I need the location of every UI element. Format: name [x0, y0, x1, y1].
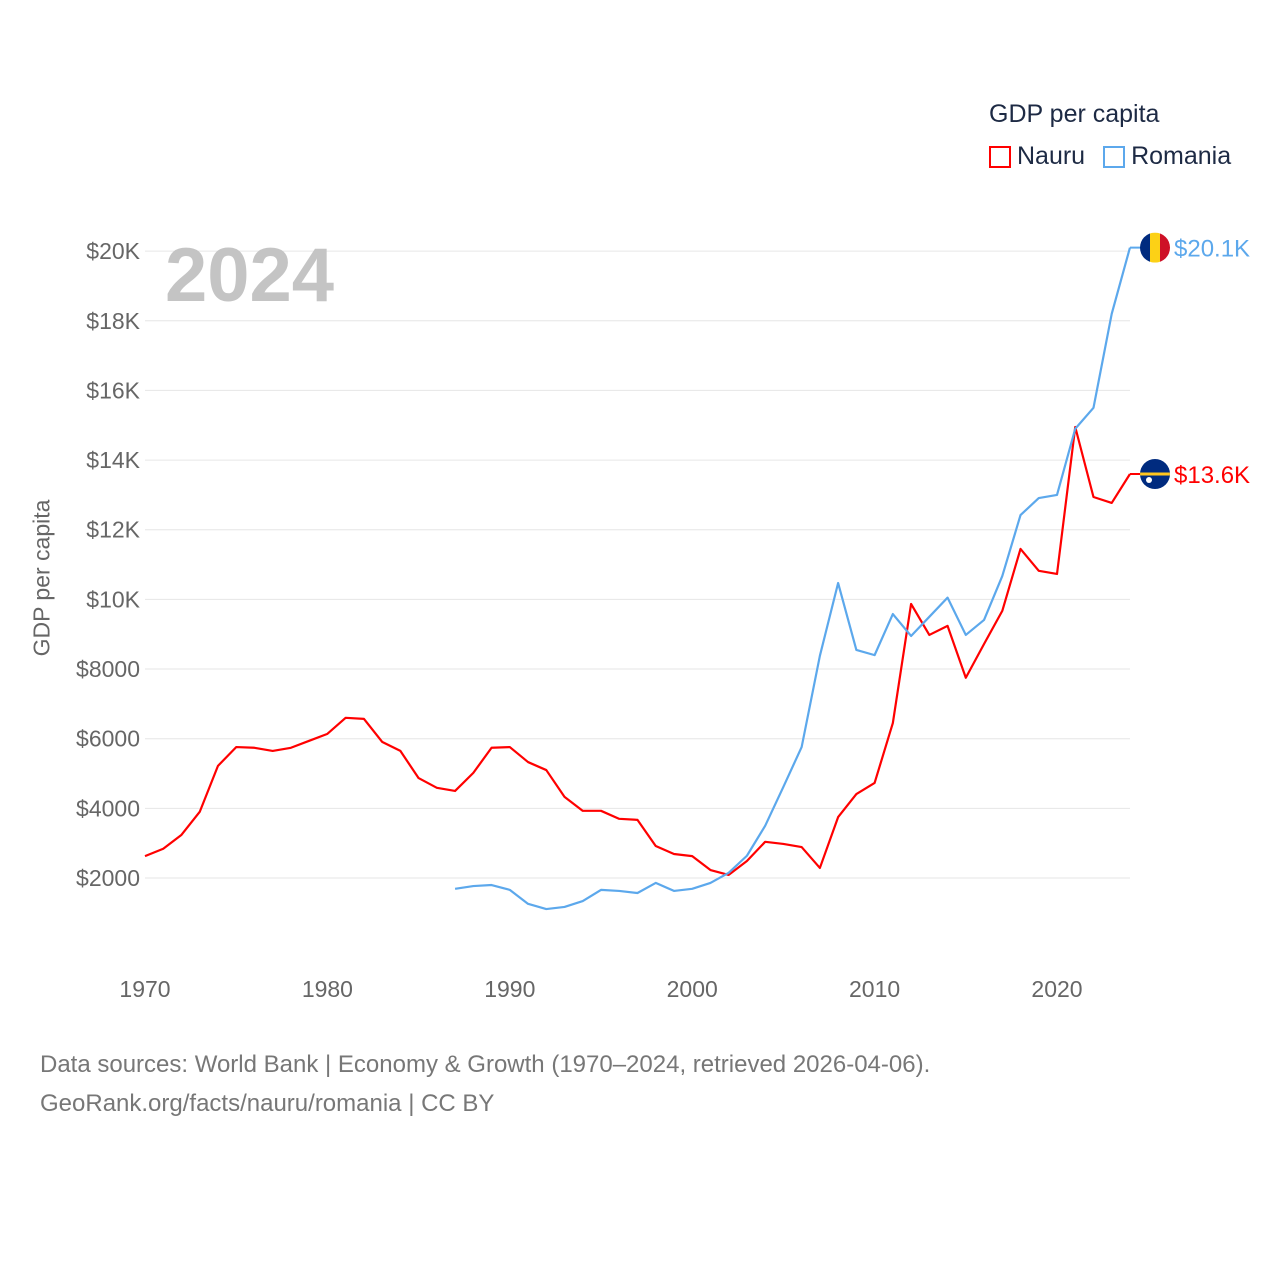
- source-line: Data sources: World Bank | Economy & Gro…: [40, 1051, 931, 1078]
- legend-item-nauru[interactable]: Nauru: [989, 142, 1085, 171]
- legend-item-romania[interactable]: Romania: [1103, 142, 1231, 171]
- y-tick-label: $8000: [76, 656, 140, 682]
- legend: Nauru Romania: [989, 142, 1231, 171]
- nauru-swatch: [989, 145, 1011, 168]
- y-tick-label: $20K: [86, 238, 140, 264]
- y-tick-label: $18K: [86, 308, 140, 334]
- flag-stripe: [1140, 232, 1150, 263]
- romania-swatch: [1103, 145, 1126, 168]
- flag-star: [1146, 477, 1152, 484]
- end-value-label: $20.1K: [1174, 236, 1250, 263]
- end-value-label: $13.6K: [1174, 462, 1250, 489]
- x-tick-label: 1980: [302, 976, 353, 1002]
- source-link[interactable]: GeoRank.org/facts/nauru/romania | CC BY: [40, 1090, 495, 1117]
- flag-stripe: [1150, 232, 1160, 263]
- y-tick-label: $16K: [86, 377, 140, 403]
- flag-stripe: [1160, 232, 1170, 263]
- x-tick-label: 2000: [667, 976, 718, 1002]
- legend-title: GDP per capita: [989, 100, 1160, 128]
- year-label: 2024: [165, 233, 335, 318]
- x-tick-label: 1970: [119, 976, 170, 1002]
- source-note: Data sources: World Bank | Economy & Gro…: [40, 1045, 930, 1123]
- x-tick-label: 2020: [1031, 976, 1082, 1002]
- series-line-nauru: [144, 425, 1131, 877]
- x-tick-label: 2010: [849, 976, 900, 1002]
- flag-stripe: [1140, 472, 1170, 476]
- romania-flag-icon: [1140, 232, 1170, 263]
- y-tick-label: $10K: [86, 586, 140, 612]
- y-tick-label: $14K: [86, 447, 140, 473]
- legend-label: Nauru: [1017, 142, 1086, 170]
- x-tick-label: 1990: [484, 976, 535, 1002]
- nauru-flag-icon: [1140, 459, 1170, 490]
- y-tick-label: $12K: [86, 517, 140, 543]
- series-line-romania: [454, 247, 1132, 911]
- legend-label: Romania: [1131, 142, 1232, 170]
- y-axis-label: GDP per capita: [28, 499, 55, 657]
- y-tick-label: $2000: [76, 865, 140, 891]
- y-tick-label: $4000: [76, 795, 140, 821]
- y-tick-label: $6000: [76, 726, 140, 752]
